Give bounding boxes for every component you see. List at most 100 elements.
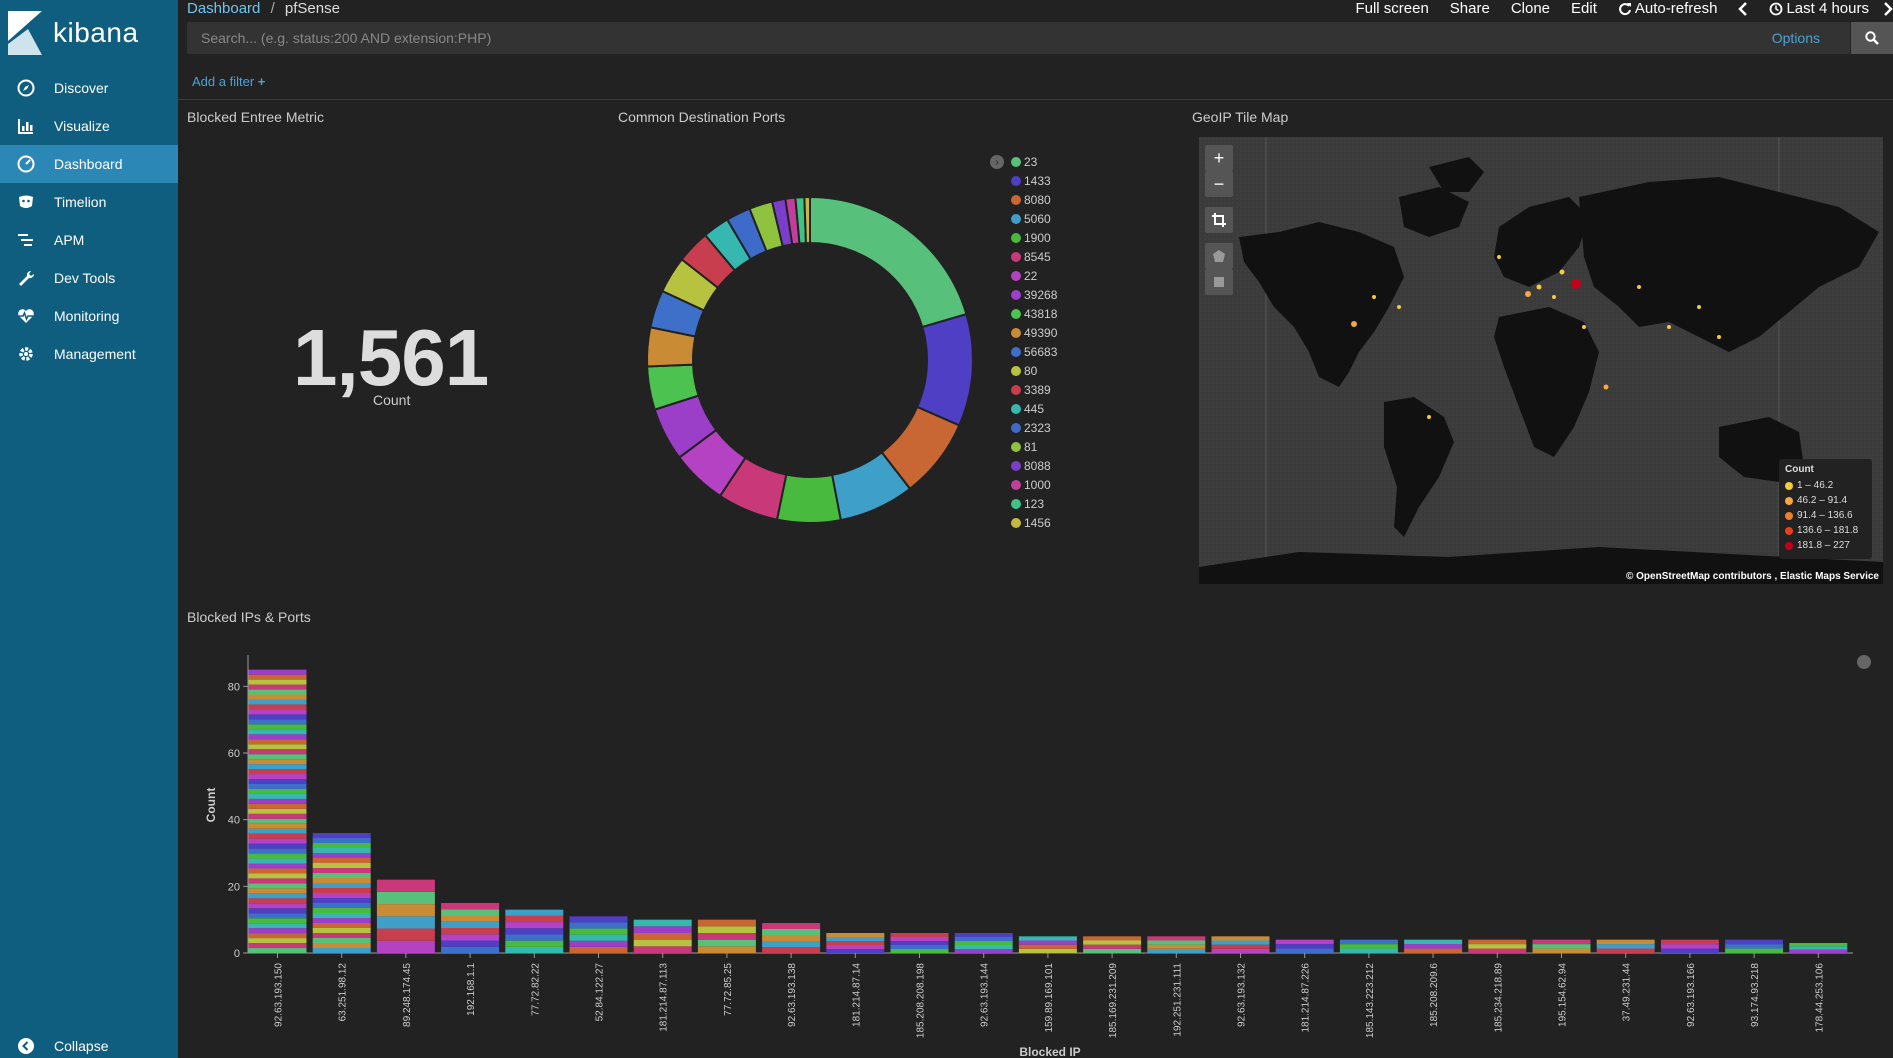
bar-segment[interactable]	[376, 916, 435, 929]
bar-segment[interactable]	[1725, 944, 1784, 949]
bar-segment[interactable]	[441, 903, 500, 910]
bar-segment[interactable]	[248, 704, 307, 710]
bar-segment[interactable]	[633, 933, 692, 940]
bar-segment[interactable]	[312, 843, 371, 848]
bar-segment[interactable]	[505, 934, 564, 941]
bar-segment[interactable]	[248, 749, 307, 755]
sidebar-item-dashboard[interactable]: Dashboard	[0, 145, 178, 183]
bar-segment[interactable]	[1339, 948, 1398, 953]
bar-segment[interactable]	[248, 823, 307, 829]
bar-segment[interactable]	[1147, 940, 1206, 945]
legend-item[interactable]: 1456	[1011, 513, 1057, 532]
bar-segment[interactable]	[633, 946, 692, 953]
auto-refresh-button[interactable]: Auto-refresh	[1618, 0, 1717, 17]
bar-segment[interactable]	[248, 714, 307, 720]
bar-segment[interactable]	[248, 798, 307, 804]
bar-segment[interactable]	[1211, 944, 1270, 949]
bar-segment[interactable]	[1468, 944, 1527, 949]
bar-segment[interactable]	[312, 943, 371, 948]
bar-segment[interactable]	[248, 938, 307, 944]
bar-segment[interactable]	[954, 933, 1013, 937]
bar-segment[interactable]	[569, 934, 628, 941]
bar-segment[interactable]	[1147, 944, 1206, 949]
bar-segment[interactable]	[1404, 944, 1463, 949]
bar-segment[interactable]	[312, 868, 371, 873]
legend-item[interactable]: 1900	[1011, 228, 1057, 247]
bar-segment[interactable]	[312, 913, 371, 918]
sidebar-item-dev-tools[interactable]: Dev Tools	[0, 259, 178, 297]
bar-segment[interactable]	[248, 908, 307, 914]
bar-segment[interactable]	[826, 941, 885, 945]
geoip-map[interactable]: + − Count 1 – 46.2 46.2 – 91.4 91.4 – 136.…	[1199, 137, 1883, 584]
bar-segment[interactable]	[697, 933, 756, 940]
bar-segment[interactable]	[1211, 940, 1270, 945]
bar-segment[interactable]	[1789, 946, 1848, 950]
bar-segment[interactable]	[248, 684, 307, 690]
ems-attribution-link[interactable]: Elastic Maps Service	[1780, 571, 1879, 582]
sidebar-item-timelion[interactable]: Timelion	[0, 183, 178, 221]
bar-segment[interactable]	[505, 909, 564, 916]
bar[interactable]	[954, 933, 1013, 953]
bar-segment[interactable]	[248, 848, 307, 854]
bar-segment[interactable]	[697, 919, 756, 927]
bar-segment[interactable]	[633, 919, 692, 927]
legend-item[interactable]: 49390	[1011, 323, 1057, 342]
bar-segment[interactable]	[441, 915, 500, 922]
bar-segment[interactable]	[1339, 944, 1398, 949]
bar[interactable]	[376, 879, 435, 953]
bar-segment[interactable]	[697, 939, 756, 947]
bar[interactable]	[633, 919, 692, 953]
bar-segment[interactable]	[1018, 936, 1077, 941]
bar-segment[interactable]	[1532, 948, 1591, 953]
bar[interactable]	[248, 669, 307, 953]
bar-segment[interactable]	[505, 946, 564, 953]
bar-segment[interactable]	[248, 764, 307, 770]
bar-segment[interactable]	[312, 863, 371, 868]
bar-segment[interactable]	[312, 853, 371, 858]
bar-segment[interactable]	[376, 904, 435, 917]
osm-attribution-link[interactable]: © OpenStreetMap contributors	[1625, 571, 1772, 582]
time-back-button[interactable]	[1738, 1, 1748, 16]
bar-segment[interactable]	[312, 903, 371, 908]
bar-segment[interactable]	[248, 729, 307, 735]
bar-segment[interactable]	[248, 689, 307, 695]
bar-segment[interactable]	[248, 679, 307, 685]
legend-item[interactable]: 5060	[1011, 209, 1057, 228]
bar-segment[interactable]	[1660, 944, 1719, 949]
bar-segment[interactable]	[762, 929, 821, 935]
bar-segment[interactable]	[1725, 948, 1784, 953]
full-screen-button[interactable]: Full screen	[1355, 0, 1429, 17]
bar[interactable]	[1468, 939, 1527, 953]
bar-segment[interactable]	[441, 934, 500, 941]
legend-item[interactable]: 2323	[1011, 418, 1057, 437]
legend-item[interactable]: 445	[1011, 399, 1057, 418]
sidebar-item-apm[interactable]: APM	[0, 221, 178, 259]
zoom-in-button[interactable]: +	[1205, 145, 1233, 171]
bar-segment[interactable]	[1083, 948, 1142, 953]
collapse-button[interactable]: Collapse	[0, 1027, 108, 1058]
bar-segment[interactable]	[248, 883, 307, 889]
bar-segment[interactable]	[1789, 943, 1848, 947]
bar-segment[interactable]	[248, 913, 307, 919]
search-button[interactable]	[1851, 22, 1893, 54]
bar-segment[interactable]	[248, 828, 307, 834]
bar-segment[interactable]	[248, 873, 307, 879]
bar-segment[interactable]	[441, 921, 500, 928]
bar-segment[interactable]	[248, 868, 307, 874]
bar-segment[interactable]	[248, 779, 307, 784]
bar-segment[interactable]	[248, 813, 307, 819]
bar-segment[interactable]	[1275, 944, 1334, 949]
bar[interactable]	[1018, 936, 1077, 953]
donut-slice[interactable]	[803, 195, 811, 245]
bar-segment[interactable]	[248, 699, 307, 705]
chart-legend-toggle-icon[interactable]	[1857, 655, 1871, 669]
bar-segment[interactable]	[248, 933, 307, 939]
bar-segment[interactable]	[1083, 940, 1142, 945]
bar-segment[interactable]	[1404, 948, 1463, 953]
bar-segment[interactable]	[1018, 948, 1077, 953]
bar-segment[interactable]	[1532, 944, 1591, 949]
bar-segment[interactable]	[312, 893, 371, 898]
bar[interactable]	[1404, 939, 1463, 953]
bar-segment[interactable]	[826, 937, 885, 941]
bar-segment[interactable]	[954, 937, 1013, 941]
